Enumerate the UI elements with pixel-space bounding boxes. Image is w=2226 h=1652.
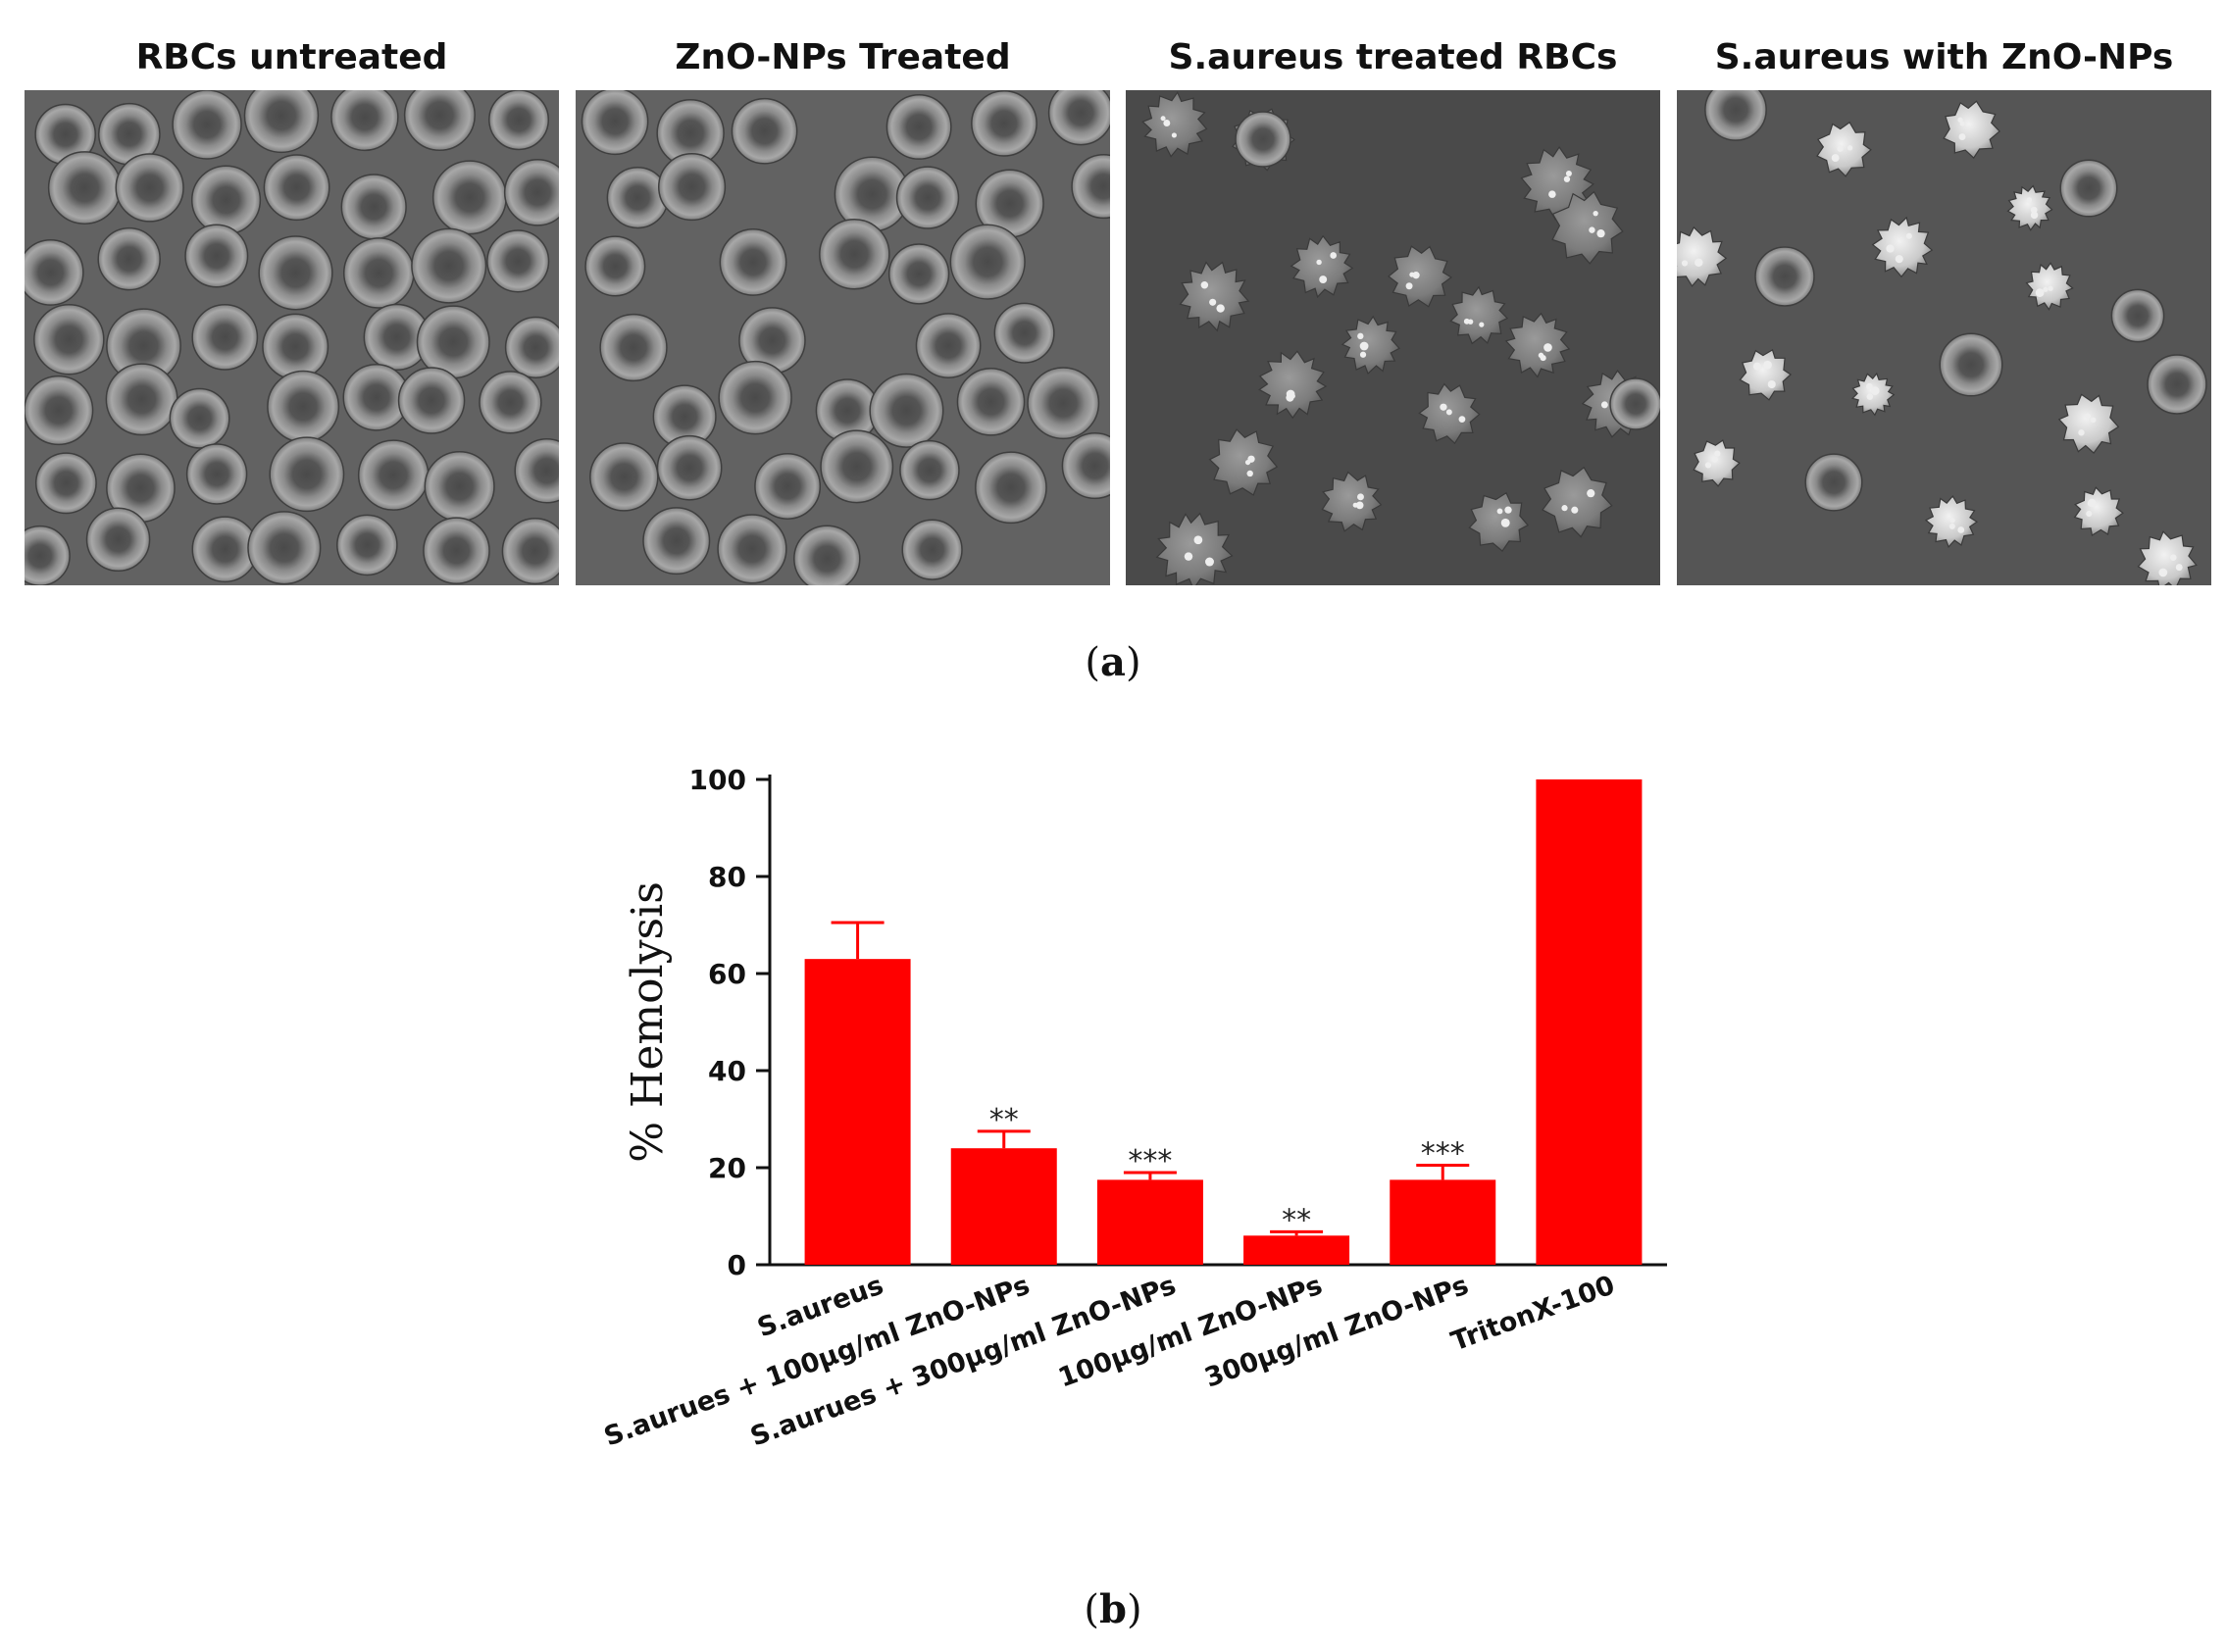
x-tick-label: TritonX-100 <box>1447 1270 1619 1357</box>
y-tick-label: 60 <box>708 958 746 990</box>
y-tick-label: 40 <box>708 1055 746 1087</box>
sem-panel-title-1: RBCs untreated <box>135 37 448 77</box>
sem-panel-title-2: ZnO-NPs Treated <box>675 37 1011 77</box>
significance-label: ** <box>989 1103 1019 1137</box>
sem-image-saureus-with-zno <box>1677 90 2211 585</box>
bar <box>950 1148 1057 1265</box>
sem-panel-title-3: S.aureus treated RBCs <box>1168 37 1618 77</box>
y-axis-label: % Hemolysis <box>623 881 673 1163</box>
caption-a: (a) <box>1085 639 1141 685</box>
significance-label: *** <box>1421 1137 1465 1172</box>
caption-b: (b) <box>1084 1586 1142 1632</box>
bar <box>804 959 911 1265</box>
sem-image-zno-treated <box>576 90 1110 585</box>
sem-panel-title-4: S.aureus with ZnO-NPs <box>1714 37 2174 77</box>
x-tick-label: 100µg/ml ZnO-NPs <box>1054 1270 1326 1393</box>
significance-label: *** <box>1128 1144 1172 1178</box>
significance-label: ** <box>1282 1203 1311 1237</box>
x-tick-label: 300µg/ml ZnO-NPs <box>1200 1270 1472 1393</box>
y-tick-label: 100 <box>689 764 746 796</box>
y-tick-label: 80 <box>708 861 746 893</box>
bar <box>1536 779 1643 1265</box>
sem-image-saureus-treated <box>1126 90 1660 585</box>
y-tick-label: 0 <box>728 1249 746 1281</box>
y-tick-label: 20 <box>708 1152 746 1184</box>
bar <box>1390 1179 1496 1265</box>
sem-image-rbcs-untreated <box>25 90 559 585</box>
bar <box>1243 1235 1350 1265</box>
bar <box>1096 1179 1203 1265</box>
